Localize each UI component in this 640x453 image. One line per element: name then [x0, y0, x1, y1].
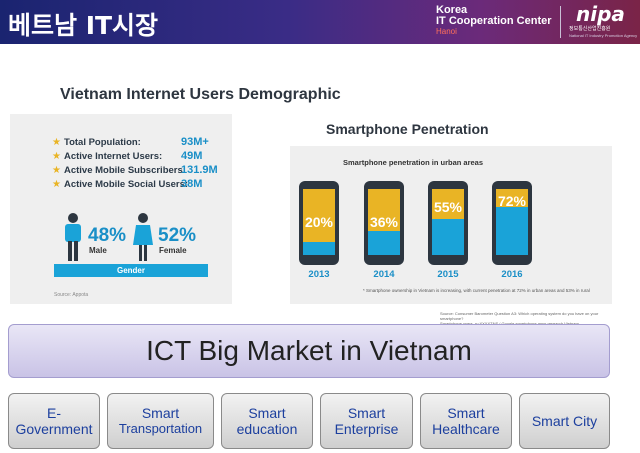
category-smart-healthcare: Smart Healthcare [420, 393, 512, 449]
phone-bar-2013: 20% [299, 181, 339, 265]
demographic-heading: Vietnam Internet Users Demographic [60, 86, 341, 103]
nipa-logo-subtitle-en: National IT Industry Promotion Agency [569, 33, 638, 38]
nipa-logo-subtitle: 정보통신산업진흥원 [569, 26, 611, 32]
category-smart-city: Smart City [519, 393, 610, 449]
stat-mobile-subscribers: ★ Active Mobile Subscribers: [52, 165, 186, 176]
source-line-1: Source: Consumer Barometer Question A3: … [440, 311, 599, 321]
star-icon: ★ [52, 137, 61, 148]
star-icon: ★ [52, 165, 61, 176]
phone-bar-2014: 36% [364, 181, 404, 265]
stat-value: 93M+ [181, 136, 209, 148]
female-label: Female [159, 246, 187, 255]
market-banner: ICT Big Market in Vietnam [8, 324, 610, 378]
year-label: 2016 [501, 269, 523, 280]
male-percent: 48% [88, 225, 127, 246]
phone-value-label: 72% [497, 193, 527, 209]
male-icon [65, 213, 81, 261]
demographic-source: Source: Appota [54, 292, 89, 298]
phone-value-label: 55% [433, 199, 463, 215]
smartphone-note: * Smartphone ownership in Vietnam is inc… [363, 288, 590, 293]
smartphone-heading: Smartphone Penetration [326, 121, 489, 137]
stat-value: 38M [181, 178, 203, 190]
org-name: Korea IT Cooperation Center Hanoi [436, 5, 552, 37]
phone-screen: 20% [303, 189, 335, 255]
org-line-2: IT Cooperation Center [436, 15, 552, 27]
category-smart-transportation: Smart Transportation [107, 393, 214, 449]
divider [560, 6, 561, 38]
star-icon: ★ [52, 179, 61, 190]
gender-bar: Gender [54, 264, 208, 277]
nipa-logo: nipa [576, 2, 625, 26]
stat-total-population: ★ Total Population: [52, 137, 141, 148]
slide-header: 베트남 IT시장 Korea IT Cooperation Center Han… [0, 0, 640, 44]
star-icon: ★ [52, 151, 61, 162]
year-label: 2015 [437, 269, 459, 280]
phone-screen: 55% [432, 189, 464, 255]
phone-bar-2016: 72% [492, 181, 532, 265]
category-smart-education: Smart education [221, 393, 313, 449]
phone-value-label: 20% [304, 214, 334, 230]
source-line-2: Smartphone users, n=XXXXTNS / Google sma… [440, 321, 615, 326]
category-e-government: E- Government [8, 393, 100, 449]
category-boxes: E- Government Smart Transportation Smart ed… [8, 393, 610, 449]
smartphone-source: Source: Consumer Barometer Question A3: … [440, 311, 615, 326]
slide-title: 베트남 IT시장 [8, 11, 159, 40]
phone-fill [368, 189, 400, 231]
stat-internet-users: ★ Active Internet Users: [52, 151, 163, 162]
year-label: 2014 [373, 269, 395, 280]
phone-screen: 72% [496, 189, 528, 255]
stat-value: 131.9M [181, 164, 218, 176]
stat-value: 49M [181, 150, 203, 162]
female-percent: 52% [158, 225, 197, 246]
phone-bar-2015: 55% [428, 181, 468, 265]
category-smart-enterprise: Smart Enterprise [320, 393, 413, 449]
phone-fill [432, 189, 464, 219]
org-line-3: Hanoi [436, 27, 457, 36]
phone-value-label: 36% [369, 214, 399, 230]
org-line-1: Korea [436, 4, 468, 16]
chart-caption: Smartphone penetration in urban areas [343, 158, 484, 167]
phone-screen: 36% [368, 189, 400, 255]
male-label: Male [89, 246, 107, 255]
year-label: 2013 [308, 269, 330, 280]
female-icon [133, 213, 153, 261]
phone-fill [496, 189, 528, 207]
stat-mobile-social-users: ★ Active Mobile Social Users: [52, 179, 189, 190]
phone-fill [303, 189, 335, 242]
